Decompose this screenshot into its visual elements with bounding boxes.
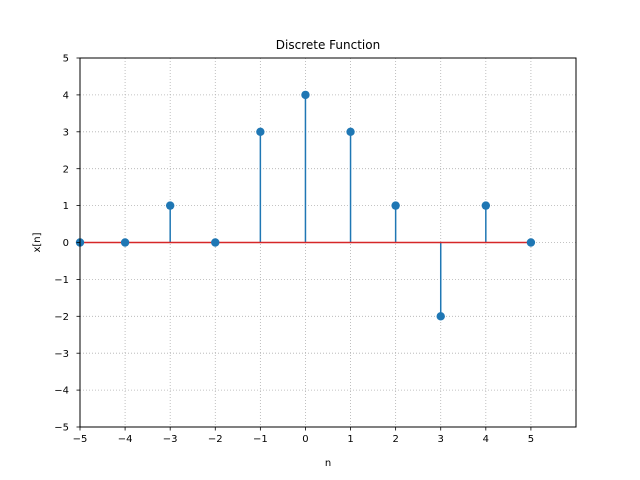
y-tick-label: −3 <box>54 349 69 360</box>
stem-marker <box>256 127 265 136</box>
y-tick-label: 3 <box>63 127 69 138</box>
stem-layer <box>169 94 487 317</box>
stem-marker <box>165 201 175 210</box>
stem-marker <box>481 201 491 210</box>
y-tick-label: 4 <box>63 91 69 102</box>
y-axis-label: x[n] <box>32 232 43 252</box>
stem-marker <box>120 238 130 247</box>
stem-marker <box>526 238 536 247</box>
x-tick-label: 2 <box>392 434 398 445</box>
stem-marker <box>211 238 220 247</box>
x-tick-label: −5 <box>73 434 88 445</box>
y-tick-label: −5 <box>54 423 69 434</box>
stem-marker <box>301 90 310 100</box>
y-tick-label: −2 <box>54 312 69 323</box>
stem-marker <box>436 312 445 321</box>
stem-marker <box>346 127 355 136</box>
x-tick-label: 3 <box>438 434 444 445</box>
y-tick-label: −1 <box>54 275 69 286</box>
stem-marker <box>391 201 400 210</box>
x-tick-label: −2 <box>208 434 223 445</box>
chart-title: Discrete Function <box>276 38 380 52</box>
x-axis-ticks: −5 −4 −3 −2 −1 0 1 2 3 4 5 <box>73 427 534 445</box>
marker-layer <box>75 90 536 321</box>
x-axis-label: n <box>325 458 331 469</box>
x-tick-label: 5 <box>528 434 534 445</box>
y-tick-label: 5 <box>63 54 69 65</box>
y-tick-label: 0 <box>63 238 69 249</box>
y-tick-label: 1 <box>63 201 69 212</box>
x-tick-label: 1 <box>347 434 353 445</box>
y-tick-label: 2 <box>63 164 69 175</box>
y-tick-label: −4 <box>54 386 69 397</box>
x-tick-label: 4 <box>483 434 489 445</box>
y-axis-ticks: −5 −4 −3 −2 −1 0 1 2 3 4 5 <box>54 54 80 434</box>
x-tick-label: −1 <box>253 434 268 445</box>
x-tick-label: 0 <box>302 434 308 445</box>
x-tick-label: −4 <box>118 434 133 445</box>
x-tick-label: −3 <box>163 434 178 445</box>
